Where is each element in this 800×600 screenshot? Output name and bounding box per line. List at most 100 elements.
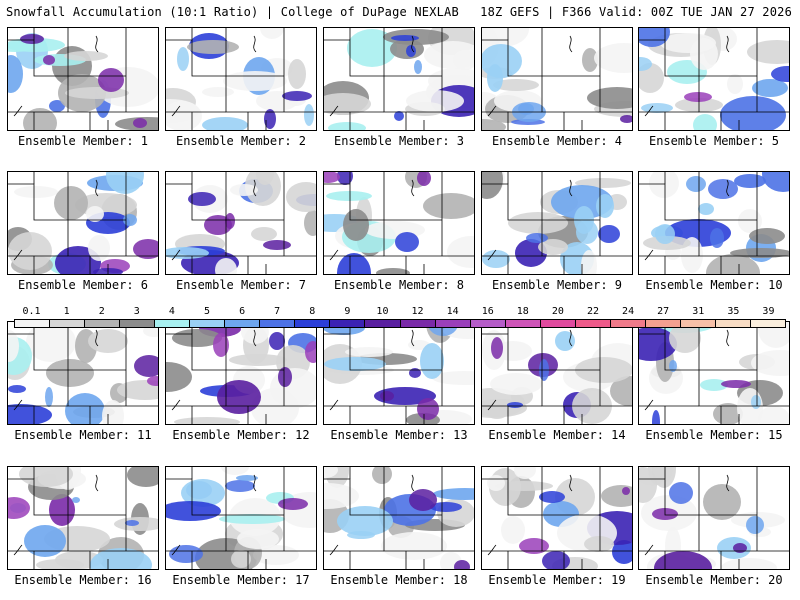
colorbar-tick-label: 2 (98, 306, 105, 317)
snowfall-map (166, 322, 316, 424)
colorbar-tick-label: 16 (481, 306, 494, 317)
colorbar-tick-label: 6 (239, 306, 246, 317)
ensemble-panel-20 (638, 466, 790, 570)
ensemble-panel-2 (165, 27, 317, 131)
ensemble-member-label: Ensemble Member: 10 (645, 278, 783, 292)
ensemble-panel-8 (323, 171, 475, 275)
ensemble-panel-13 (323, 321, 475, 425)
colorbar-swatch (750, 320, 786, 327)
colorbar-swatch (435, 320, 471, 327)
colorbar-swatch (680, 320, 716, 327)
snowfall-map (324, 172, 474, 274)
colorbar-swatch (120, 320, 156, 327)
ensemble-member-label: Ensemble Member: 7 (175, 278, 307, 292)
ensemble-panel-18 (323, 466, 475, 570)
ensemble-panel-6 (7, 171, 159, 275)
colorbar-swatch (575, 320, 611, 327)
colorbar-swatch (260, 320, 296, 327)
snowfall-map (639, 322, 789, 424)
colorbar-swatch (85, 320, 121, 327)
colorbar-tick-label: 39 (762, 306, 775, 317)
ensemble-panel-14 (481, 321, 633, 425)
ensemble-panel-3 (323, 27, 475, 131)
snowfall-map (166, 172, 316, 274)
colorbar-swatch (610, 320, 646, 327)
colorbar-swatch (470, 320, 506, 327)
snowfall-map (8, 172, 158, 274)
colorbar-swatch (505, 320, 541, 327)
colorbar-swatch (295, 320, 331, 327)
snowfall-map (324, 322, 474, 424)
colorbar-tick-label: 4 (168, 306, 175, 317)
snowfall-map (482, 172, 632, 274)
colorbar-tick-label: 1 (63, 306, 70, 317)
ensemble-panel-11 (7, 321, 159, 425)
colorbar-swatch (715, 320, 751, 327)
ensemble-member-label: Ensemble Member: 9 (491, 278, 623, 292)
ensemble-member-label: Ensemble Member: 6 (17, 278, 149, 292)
ensemble-member-label: Ensemble Member: 12 (172, 428, 310, 442)
ensemble-member-label: Ensemble Member: 15 (645, 428, 783, 442)
snowfall-colorbar: 0.1 1 2 3 4 5 6 7 8 9 10 12 14 16 18 20 22 24 27 31 35 39 (14, 306, 786, 328)
colorbar-tick-label: 3 (133, 306, 140, 317)
snowfall-map (166, 467, 316, 569)
snowfall-map (324, 467, 474, 569)
ensemble-member-label: Ensemble Member: 11 (14, 428, 152, 442)
colorbar-tick-label: 18 (516, 306, 529, 317)
product-title: Snowfall Accumulation (10:1 Ratio) | Col… (6, 5, 459, 19)
colorbar-tick-label: 9 (344, 306, 351, 317)
colorbar-tick-label: 22 (586, 306, 600, 317)
ensemble-member-label: Ensemble Member: 8 (333, 278, 465, 292)
ensemble-panel-5 (638, 27, 790, 131)
ensemble-member-label: Ensemble Member: 16 (14, 573, 152, 587)
snowfall-map (639, 28, 789, 130)
colorbar-tick-label: 5 (203, 306, 211, 317)
colorbar-swatch (15, 320, 51, 327)
snowfall-map (166, 28, 316, 130)
snowfall-map (482, 322, 632, 424)
colorbar-tick-label: 27 (657, 306, 670, 317)
snowfall-map (482, 467, 632, 569)
ensemble-panel-19 (481, 466, 633, 570)
ensemble-panel-7 (165, 171, 317, 275)
snowfall-map (639, 467, 789, 569)
ensemble-member-label: Ensemble Member: 2 (175, 134, 307, 148)
colorbar-tick-label: 20 (551, 306, 564, 317)
colorbar-swatch (330, 320, 366, 327)
snowfall-map (8, 28, 158, 130)
valid-time-label: 18Z GEFS | F366 Valid: 00Z TUE JAN 27 20… (480, 5, 792, 19)
ensemble-member-label: Ensemble Member: 19 (488, 573, 626, 587)
colorbar-tick-label: 12 (411, 306, 424, 317)
colorbar-tick-label: 35 (727, 306, 740, 317)
snowfall-map (8, 322, 158, 424)
colorbar-swatch (225, 320, 261, 327)
ensemble-panel-1 (7, 27, 159, 131)
ensemble-member-label: Ensemble Member: 20 (645, 573, 783, 587)
colorbar-swatch (190, 320, 226, 327)
ensemble-member-label: Ensemble Member: 3 (333, 134, 465, 148)
colorbar-tick-label: 7 (274, 306, 281, 317)
colorbar-tick-label: 0.1 (22, 306, 41, 317)
snowfall-map (324, 28, 474, 130)
ensemble-panel-16 (7, 466, 159, 570)
ensemble-panel-15 (638, 321, 790, 425)
colorbar-swatch (645, 320, 681, 327)
ensemble-member-label: Ensemble Member: 4 (491, 134, 623, 148)
colorbar-tick-label: 14 (446, 306, 459, 317)
snowfall-map (482, 28, 632, 130)
ensemble-panel-9 (481, 171, 633, 275)
colorbar-swatch (400, 320, 436, 327)
colorbar-swatches (14, 319, 786, 328)
colorbar-tick-label: 24 (622, 306, 635, 317)
colorbar-swatch (365, 320, 401, 327)
colorbar-swatch (540, 320, 576, 327)
ensemble-panel-10 (638, 171, 790, 275)
colorbar-tick-label: 31 (692, 306, 705, 317)
colorbar-tick-label: 8 (309, 306, 316, 317)
colorbar-tick-labels: 0.1 1 2 3 4 5 6 7 8 9 10 12 14 16 18 20 22 24 27 31 35 39 (14, 306, 786, 319)
ensemble-member-label: Ensemble Member: 18 (330, 573, 468, 587)
ensemble-panel-4 (481, 27, 633, 131)
ensemble-member-label: Ensemble Member: 5 (648, 134, 780, 148)
ensemble-member-label: Ensemble Member: 13 (330, 428, 468, 442)
ensemble-panel-12 (165, 321, 317, 425)
